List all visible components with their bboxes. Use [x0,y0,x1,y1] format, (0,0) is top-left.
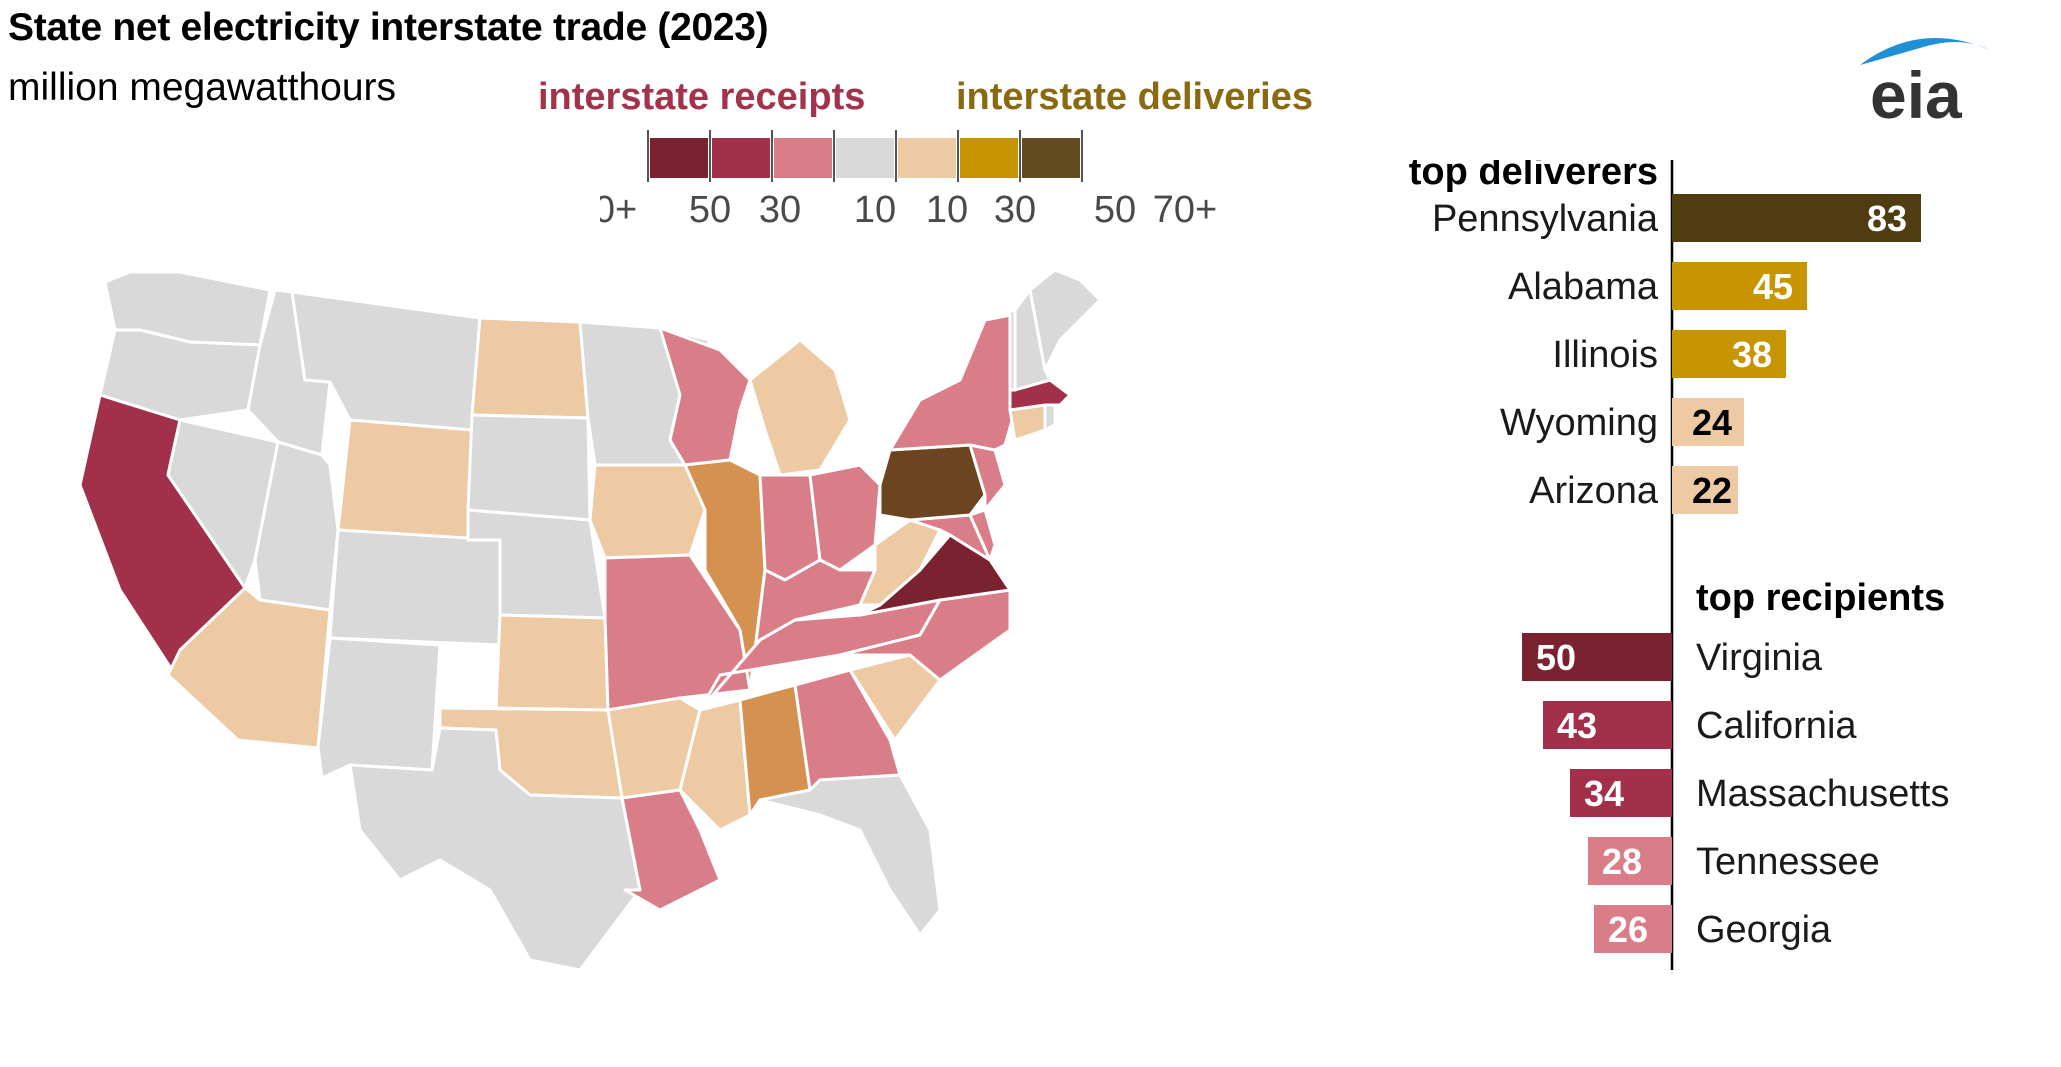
recipient-bar [1594,905,1672,953]
recipient-bar [1543,701,1672,749]
state-maine [1028,270,1102,372]
state-wyoming [336,418,474,542]
eia-logo: eia [1840,30,2000,132]
legend-swatch-1 [712,138,770,178]
state-ohio [808,463,882,572]
recipient-bar [1570,769,1672,817]
state-florida [758,773,942,937]
state-new-york [888,313,1017,452]
deliverer-label: Illinois [1552,334,1658,376]
deliverers-heading: top deliverers [1409,160,1658,193]
legend-swatch-2 [774,138,832,178]
legend-tick-label: 70+ [600,189,637,231]
state-nevada [166,418,280,590]
recipient-label: Tennessee [1696,841,1880,883]
legend-receipts-label: interstate receipts [538,76,866,118]
state-vermont [983,308,1017,392]
legend-tick-label: 10 [854,189,896,231]
deliverer-bar [1672,330,1786,378]
state-texas [348,726,642,970]
recipient-value: 34 [1584,773,1624,814]
recipient-bar [1522,633,1672,681]
deliverer-label: Arizona [1529,470,1659,512]
recipient-value: 43 [1557,705,1597,746]
bar-charts: top deliverers Pennsylvania 83 Alabama 45 Ill… [1409,160,1949,970]
legend-tick-label: 50 [689,189,731,231]
recipients-heading: top recipients [1696,577,1945,619]
deliverer-bar [1672,262,1807,310]
state-new-hampshire [1013,288,1052,392]
deliverer-value: 45 [1753,266,1793,307]
state-rhode-island [1043,403,1057,432]
deliverer-value: 83 [1867,198,1907,239]
legend-swatch-5 [960,138,1018,178]
state-new-mexico [316,636,442,780]
deliverer-bar [1672,398,1744,446]
deliverer-label: Pennsylvania [1432,198,1659,240]
recipient-bar [1588,837,1672,885]
recipient-label: Massachusetts [1696,773,1949,815]
legend-swatch-4 [898,138,956,178]
state-kansas [494,613,610,712]
state-north-dakota [470,316,590,420]
recipient-value: 28 [1602,841,1642,882]
recipient-value: 26 [1608,909,1648,950]
recipient-label: Virginia [1696,637,1823,679]
state-delaware [968,508,997,562]
color-legend: 70+ 50 30 10 10 30 50 70+ [600,130,1217,231]
deliverer-bar [1672,194,1921,242]
state-arizona [166,586,332,750]
logo-swoosh-icon [1860,38,1990,65]
state-pennsylvania [878,443,987,522]
legend-swatch-6 [1022,138,1080,178]
chart-subtitle: million megawatthours [8,66,397,109]
legend-swatch-0 [650,138,708,178]
logo-text: eia [1870,58,1963,130]
state-south-dakota [466,413,592,522]
deliverer-label: Wyoming [1500,402,1658,444]
state-michigan [748,338,852,477]
state-iowa [588,463,707,560]
legend-tick-label: 10 [926,189,968,231]
legend-swatch-3 [836,138,894,178]
chart-title: State net electricity interstate trade (… [8,6,769,49]
deliverer-value: 22 [1692,470,1732,511]
recipient-label: California [1696,705,1857,747]
us-map [78,270,1102,970]
state-louisiana [620,788,722,912]
deliverer-value: 24 [1692,402,1732,443]
deliverer-label: Alabama [1508,266,1659,308]
legend-deliveries-label: interstate deliveries [956,76,1313,118]
legend-tick-label: 30 [994,189,1036,231]
legend-tick-label: 50 [1094,189,1136,231]
legend-tick-label: 70+ [1153,189,1217,231]
recipient-value: 50 [1536,637,1576,678]
deliverer-value: 38 [1732,334,1772,375]
legend-tick-label: 30 [759,189,801,231]
state-colorado [328,528,502,647]
recipient-label: Georgia [1696,909,1832,951]
deliverer-bar [1672,466,1738,514]
state-north-carolina [838,588,1012,682]
